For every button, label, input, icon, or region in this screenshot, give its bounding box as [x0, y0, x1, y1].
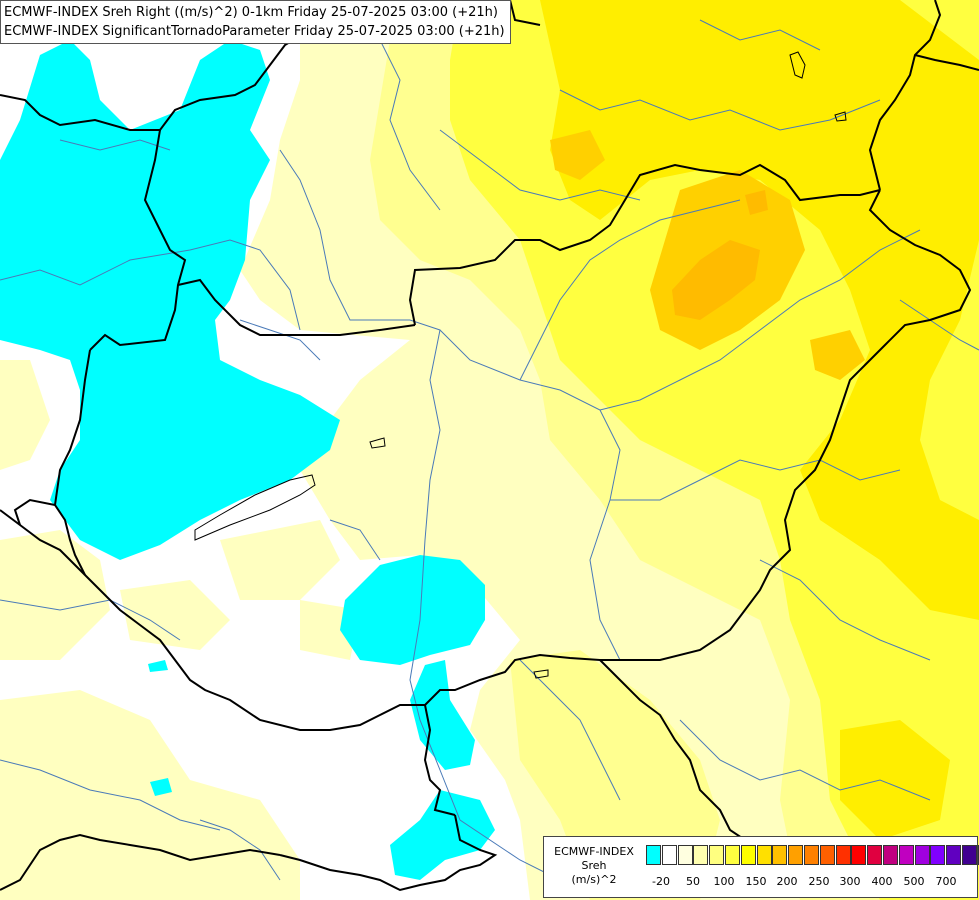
legend-swatch	[803, 845, 819, 865]
legend-swatch	[930, 845, 946, 865]
map-title-line-1: ECMWF-INDEX Sreh Right ((m/s)^2) 0-1km F…	[4, 5, 498, 20]
legend-swatches	[646, 845, 979, 865]
legend-tick-label: 500	[903, 875, 925, 888]
legend-swatch	[646, 845, 661, 865]
legend-ticks: -20 50 100 150 200 250 300 400 500 700	[646, 875, 976, 889]
legend-swatch	[898, 845, 914, 865]
legend-swatch	[867, 845, 883, 865]
map-title-box: ECMWF-INDEX Sreh Right ((m/s)^2) 0-1km F…	[0, 0, 511, 44]
legend-tick-label: 100	[713, 875, 735, 888]
legend-tick-label: 50	[686, 875, 700, 888]
legend-swatch	[961, 845, 977, 865]
legend-tick-label: -20	[652, 875, 670, 888]
map-title-line-2: ECMWF-INDEX SignificantTornadoParameter …	[4, 24, 505, 39]
color-legend: ECMWF-INDEX Sreh (m/s)^2 -20 50 100 150 200 2…	[543, 836, 979, 898]
field-cyan-southeast	[390, 790, 495, 880]
legend-tick-label: 400	[871, 875, 893, 888]
legend-tick-label: 250	[808, 875, 830, 888]
legend-label: ECMWF-INDEX Sreh (m/s)^2	[544, 845, 644, 887]
legend-swatch	[851, 845, 867, 865]
legend-swatch	[819, 845, 835, 865]
field-cyan-center	[340, 555, 485, 665]
field-cyan-northwest	[0, 40, 340, 560]
lakes	[194, 51, 847, 679]
legend-swatch	[788, 845, 804, 865]
field-pale-yellow-west	[0, 360, 50, 470]
legend-tick-label: 700	[935, 875, 957, 888]
rivers	[0, 19, 979, 891]
field-pale-yellow-southwest	[0, 520, 360, 900]
legend-swatch	[835, 845, 851, 865]
legend-label-parameter: Sreh	[581, 859, 607, 872]
legend-swatch	[882, 845, 898, 865]
legend-swatch	[756, 845, 772, 865]
legend-swatch	[946, 845, 962, 865]
legend-label-source: ECMWF-INDEX	[554, 845, 634, 858]
field-cyan-speck	[148, 660, 172, 796]
legend-tick-label: 200	[776, 875, 798, 888]
legend-swatch	[914, 845, 930, 865]
legend-swatch	[772, 845, 788, 865]
legend-swatch	[693, 845, 709, 865]
legend-tick-label: 150	[745, 875, 767, 888]
legend-swatch	[977, 845, 979, 865]
legend-swatch	[724, 845, 740, 865]
legend-swatch	[740, 845, 756, 865]
legend-label-unit: (m/s)^2	[571, 873, 617, 886]
legend-swatch	[709, 845, 725, 865]
legend-swatch	[661, 845, 677, 865]
field-orange-gold	[672, 190, 768, 320]
field-cyan-south	[410, 660, 475, 770]
legend-tick-label: 300	[839, 875, 861, 888]
legend-swatch	[677, 845, 693, 865]
